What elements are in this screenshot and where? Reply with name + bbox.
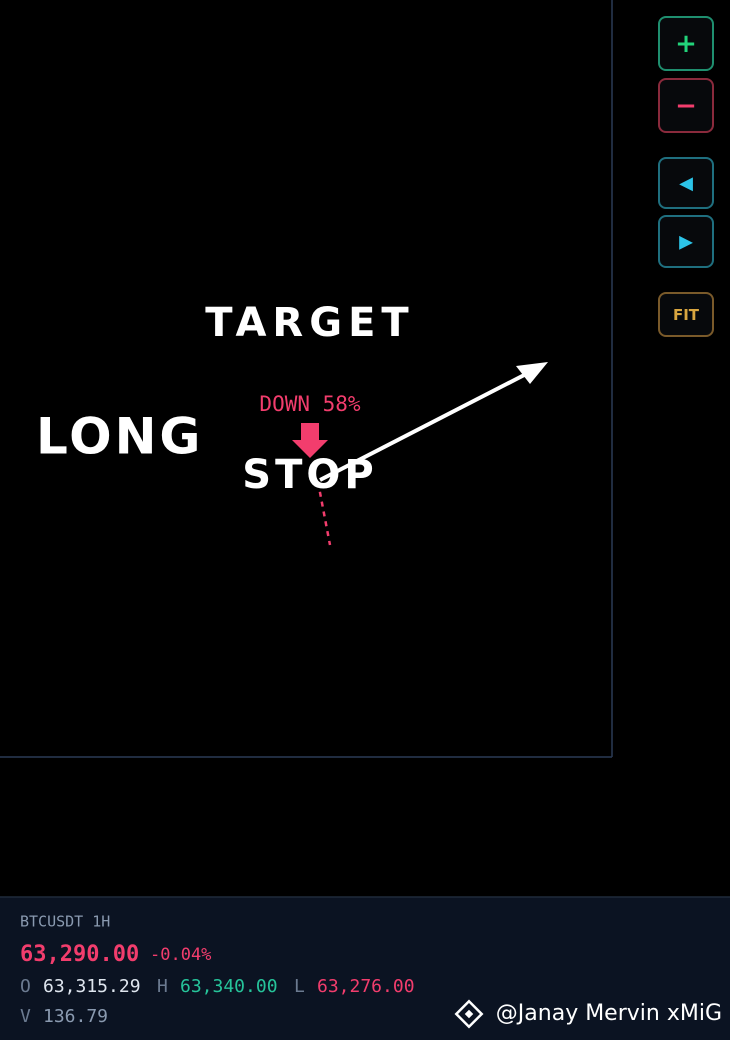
l-label: L bbox=[294, 976, 305, 997]
info-panel bbox=[0, 897, 730, 1040]
button-label: FIT bbox=[673, 306, 700, 324]
button-label: − bbox=[675, 91, 697, 121]
control-button[interactable]: ◀ bbox=[658, 157, 714, 209]
change: -0.04% bbox=[150, 945, 211, 965]
button-frame bbox=[658, 157, 714, 209]
button-label: + bbox=[675, 29, 697, 59]
h-label: H bbox=[157, 976, 168, 997]
symbol: BTCUSDT 1H bbox=[20, 913, 110, 931]
arrow-line bbox=[319, 370, 531, 482]
control-button[interactable]: ▶ bbox=[658, 215, 714, 268]
watermark: @Janay Mervin xMiG bbox=[496, 1001, 722, 1026]
open: 63,315.29 bbox=[43, 976, 141, 997]
control-button[interactable]: − bbox=[658, 78, 714, 133]
control-button[interactable]: + bbox=[658, 16, 714, 71]
o-label: O bbox=[20, 976, 31, 997]
target-label: TARGET bbox=[205, 300, 414, 346]
button-frame bbox=[658, 292, 714, 337]
arrow-head bbox=[516, 362, 548, 384]
button-frame bbox=[658, 215, 714, 268]
signal-label: DOWN 58% bbox=[259, 392, 361, 416]
low: 63,276.00 bbox=[317, 976, 415, 997]
volume: 136.79 bbox=[43, 1006, 108, 1027]
button-label: ▶ bbox=[679, 232, 693, 253]
forecast-line bbox=[316, 481, 332, 546]
signal-arrow bbox=[292, 423, 328, 458]
long-label: LONG bbox=[36, 408, 203, 466]
button-frame bbox=[658, 78, 714, 133]
last-price: 63,290.00 bbox=[20, 942, 139, 967]
button-frame bbox=[658, 16, 714, 71]
control-button[interactable]: FIT bbox=[658, 292, 714, 337]
button-label: ◀ bbox=[679, 173, 693, 194]
stop-label: STOP bbox=[242, 452, 377, 498]
v-label: V bbox=[20, 1006, 31, 1027]
high: 63,340.00 bbox=[180, 976, 278, 997]
